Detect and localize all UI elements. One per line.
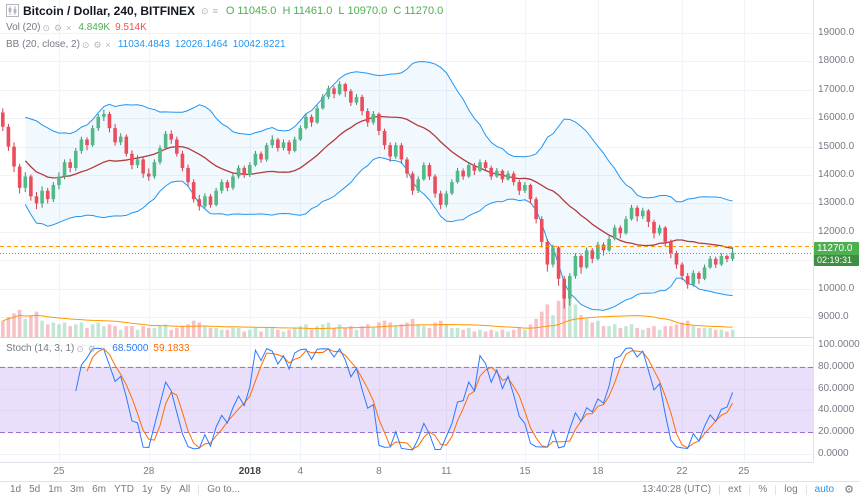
more-options-icon[interactable]: ≡ bbox=[212, 5, 218, 16]
high-value: 11461.0 bbox=[293, 4, 333, 17]
range-button-1d[interactable]: 1d bbox=[10, 484, 22, 495]
open-label: O bbox=[225, 4, 235, 17]
time-axis-label: 18 bbox=[592, 466, 604, 477]
range-button-1y[interactable]: 1y bbox=[141, 484, 153, 495]
volume-legend-row: Vol (20) ⊙ ⚙ × 4.849K 9.514K bbox=[6, 19, 446, 36]
toolbar-separator bbox=[198, 484, 200, 495]
settings-icon[interactable]: ⚙ bbox=[54, 22, 63, 33]
price-tick-label: 17000.0 bbox=[818, 83, 855, 95]
toolbar-separator bbox=[749, 484, 751, 495]
settings-gear-icon[interactable]: ⚙ bbox=[844, 484, 854, 496]
bar-countdown: 02:19:31 bbox=[814, 254, 859, 266]
bottom-toolbar: 1d 5d 1m 3m 6m YTD 1y 5y All Go to... 13:40:28 (… bbox=[0, 481, 860, 497]
time-axis-label: 25 bbox=[738, 466, 750, 477]
stoch-tick-label: 100.0000 bbox=[818, 339, 860, 350]
stoch-tick-label: 60.0000 bbox=[818, 382, 855, 394]
open-value: 11045.0 bbox=[237, 4, 277, 17]
scale-controls: 13:40:28 (UTC) ext % log auto ⚙ bbox=[638, 482, 854, 497]
volume-value-down: 9.514K bbox=[115, 22, 147, 33]
symbol-title[interactable]: Bitcoin / Dollar, 240, BITFINEX bbox=[23, 3, 196, 18]
high-label: H bbox=[282, 4, 291, 17]
clock-utc[interactable]: 13:40:28 (UTC) bbox=[642, 484, 712, 495]
ext-toggle[interactable]: ext bbox=[728, 484, 742, 495]
low-label: L bbox=[338, 4, 345, 17]
price-tick-label: 18000.0 bbox=[818, 55, 855, 67]
close-value: 11270.0 bbox=[404, 4, 444, 17]
range-button-ytd[interactable]: YTD bbox=[113, 484, 134, 495]
stoch-legend-row: Stoch (14, 3, 1) ⊙ ⚙ × 68.5000 59.1833 bbox=[6, 340, 190, 357]
stoch-tick-label: 40.0000 bbox=[818, 404, 855, 416]
main-legend: Bitcoin / Dollar, 240, BITFINEX ⊙ ≡ O 110… bbox=[6, 2, 446, 53]
time-axis-label: 28 bbox=[143, 466, 155, 477]
toolbar-separator bbox=[805, 484, 807, 495]
toolbar-separator bbox=[719, 484, 721, 495]
time-axis-label: 25 bbox=[53, 466, 65, 477]
chart-plot-canvas[interactable] bbox=[0, 0, 860, 462]
goto-button[interactable]: Go to... bbox=[207, 484, 241, 495]
last-price-tag: 11270.0 02:19:31 bbox=[814, 241, 859, 266]
time-axis-label: 8 bbox=[376, 466, 382, 477]
stoch-indicator-label[interactable]: Stoch (14, 3, 1) bbox=[6, 343, 75, 354]
stoch-tick-label: 0.0000 bbox=[818, 448, 849, 459]
symbol-legend-row: Bitcoin / Dollar, 240, BITFINEX ⊙ ≡ O 110… bbox=[6, 2, 446, 19]
price-tick-label: 9000.0 bbox=[818, 311, 849, 323]
toolbar-separator bbox=[775, 484, 777, 495]
range-buttons: 1d 5d 1m 3m 6m YTD 1y 5y All Go to... bbox=[6, 482, 244, 497]
price-tick-label: 16000.0 bbox=[818, 112, 855, 124]
bb-indicator-label[interactable]: BB (20, close, 2) bbox=[6, 39, 80, 50]
eye-icon[interactable]: ⊙ bbox=[201, 5, 209, 16]
volume-value-up: 4.849K bbox=[78, 22, 111, 33]
bb-legend-row: BB (20, close, 2) ⊙ ⚙ × 11034.4843 12026… bbox=[6, 36, 446, 53]
settings-icon[interactable]: ⚙ bbox=[87, 343, 96, 354]
stoch-k-value: 68.5000 bbox=[112, 343, 149, 354]
ohlc-values: O 11045.0 H 11461.0 L 10970.0 C 11270.0 bbox=[226, 5, 446, 17]
close-icon[interactable]: × bbox=[100, 343, 106, 354]
settings-icon[interactable]: ⚙ bbox=[93, 39, 102, 50]
low-value: 10970.0 bbox=[347, 4, 388, 17]
price-tick-label: 10000.0 bbox=[818, 282, 855, 294]
range-button-5d[interactable]: 5d bbox=[29, 484, 41, 495]
eye-icon[interactable]: ⊙ bbox=[76, 343, 84, 354]
price-tick-label: 12000.0 bbox=[818, 225, 855, 237]
price-tick-label: 14000.0 bbox=[818, 169, 855, 181]
stoch-tick-label: 20.0000 bbox=[818, 426, 855, 438]
eye-icon[interactable]: ⊙ bbox=[81, 39, 90, 50]
time-axis-label: 11 bbox=[441, 466, 452, 477]
stoch-d-value: 59.1833 bbox=[153, 343, 190, 354]
range-button-3m[interactable]: 3m bbox=[70, 484, 85, 495]
auto-scale-button[interactable]: auto bbox=[814, 484, 835, 495]
range-button-6m[interactable]: 6m bbox=[92, 484, 106, 495]
close-icon[interactable]: × bbox=[105, 39, 111, 50]
range-button-5y[interactable]: 5y bbox=[160, 484, 172, 495]
price-tick-label: 19000.0 bbox=[818, 26, 855, 38]
time-axis[interactable]: 25 28 2018 4 8 11 15 18 22 25 bbox=[0, 462, 814, 482]
price-scale[interactable]: 11270.0 02:19:31 19000.0 18000.0 17000.0 16… bbox=[813, 0, 860, 462]
candlestick-style-icon[interactable] bbox=[6, 4, 19, 17]
range-button-all[interactable]: All bbox=[179, 484, 191, 495]
price-tick-label: 13000.0 bbox=[818, 197, 855, 209]
bb-upper-value: 12026.1464 bbox=[174, 39, 228, 50]
time-axis-label: 15 bbox=[519, 466, 531, 477]
eye-icon[interactable]: ⊙ bbox=[42, 22, 51, 33]
stoch-tick-label: 80.0000 bbox=[818, 360, 855, 372]
last-price-value: 11270.0 bbox=[817, 242, 853, 254]
price-tick-label: 15000.0 bbox=[818, 140, 855, 152]
range-button-1m[interactable]: 1m bbox=[48, 484, 63, 495]
bb-basis-value: 11034.4843 bbox=[117, 39, 170, 50]
time-axis-label: 4 bbox=[297, 466, 304, 477]
percent-scale-button[interactable]: % bbox=[758, 484, 768, 495]
close-label: C bbox=[393, 4, 402, 17]
time-axis-label: 22 bbox=[676, 466, 688, 477]
time-axis-label: 2018 bbox=[238, 466, 261, 477]
bb-lower-value: 10042.8221 bbox=[232, 39, 286, 50]
log-scale-button[interactable]: log bbox=[784, 484, 798, 495]
volume-indicator-label[interactable]: Vol (20) bbox=[6, 22, 41, 33]
close-icon[interactable]: × bbox=[66, 22, 72, 33]
